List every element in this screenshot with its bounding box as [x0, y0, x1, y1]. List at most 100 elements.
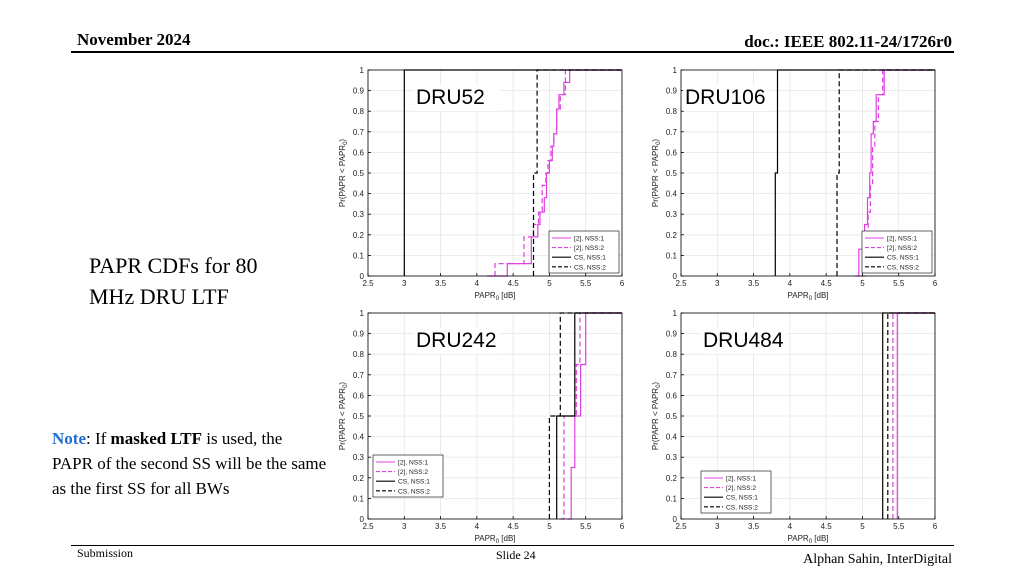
x-tick-label: 3.5	[435, 522, 447, 531]
chart-dru484: 2.5 3 3.5 4 4.5 5 5.5 6 0 0.1 0.2 0.3 0.4 0.5 0.6 0.7 0.…	[651, 309, 938, 545]
x-tick-label: 2.5	[362, 522, 374, 531]
legend-label-cs-nss-2: CS, NSS:2	[887, 264, 919, 271]
series-line-cs-nss-2	[887, 312, 935, 519]
header-doc-id: doc.: IEEE 802.11-24/1726r0	[744, 32, 952, 51]
chart-title: DRU52	[416, 86, 485, 109]
series-line-cs-nss-2	[548, 312, 622, 519]
x-tick-label: 3	[402, 279, 407, 288]
header-divider	[71, 51, 954, 53]
footer-author: Alphan Sahin, InterDigital	[803, 552, 952, 567]
chart-title: DRU106	[685, 86, 766, 109]
chart-title: DRU242	[416, 329, 497, 352]
legend: [2], NSS:1 [2], NSS:2 CS, NSS:1 CS, NSS:2	[548, 230, 620, 274]
y-tick-label: 0.6	[353, 391, 365, 400]
x-tick-label: 4.5	[821, 522, 833, 531]
chart-dru52: 2.5 3 3.5 4 4.5 5 5.5 6 0 0.1 0.2 0.3 0.4 0.5 0.6 0.7 0.…	[338, 66, 625, 302]
note-text: Note: If masked LTF is used, the PAPR of…	[52, 426, 327, 501]
footer-submission: Submission	[77, 546, 134, 560]
legend-label-cs-nss-2: CS, NSS:2	[726, 504, 758, 511]
y-tick-label: 0.5	[666, 412, 678, 421]
header-date: November 2024	[77, 30, 191, 49]
footer-slide-number: Slide 24	[496, 548, 536, 562]
x-tick-label: 3	[402, 522, 407, 531]
legend-label-cs-nss-1: CS, NSS:1	[726, 495, 758, 502]
x-tick-label: 4	[788, 522, 793, 531]
x-tick-label: 5	[860, 522, 865, 531]
y-tick-label: 0	[673, 272, 678, 281]
legend-label-2-nss-2: [2], NSS:2	[887, 245, 917, 252]
x-tick-label: 4	[475, 279, 480, 288]
y-tick-label: 0	[360, 272, 365, 281]
x-tick-label: 2.5	[362, 279, 374, 288]
x-tick-label: 3.5	[748, 279, 760, 288]
legend-label-cs-nss-1: CS, NSS:1	[574, 255, 606, 262]
series-line-cs-nss-2	[532, 69, 622, 276]
y-tick-label: 0	[673, 515, 678, 524]
title-backdrop	[701, 328, 787, 354]
y-axis-label: Pr(PAPR < PAPR0)	[338, 139, 349, 208]
y-tick-label: 0.7	[353, 128, 365, 137]
x-tick-label: 4.5	[821, 279, 833, 288]
legend-label-2-nss-1: [2], NSS:1	[726, 476, 756, 483]
y-tick-label: 0.3	[666, 210, 678, 219]
legend-label-cs-nss-1: CS, NSS:1	[887, 255, 919, 262]
y-tick-label: 1	[673, 309, 678, 318]
x-tick-label: 5	[860, 279, 865, 288]
x-tick-label: 3.5	[748, 522, 760, 531]
legend-label-2-nss-1: [2], NSS:1	[574, 236, 604, 243]
y-tick-label: 0.5	[666, 169, 678, 178]
y-tick-label: 0.4	[666, 190, 678, 199]
y-tick-label: 0	[360, 515, 365, 524]
x-tick-label: 4.5	[508, 279, 520, 288]
y-tick-label: 0.7	[666, 128, 678, 137]
chart-dru242: 2.5 3 3.5 4 4.5 5 5.5 6 0 0.1 0.2 0.3 0.4 0.5 0.6 0.7 0.…	[338, 309, 625, 545]
x-axis-label: PAPR0 [dB]	[475, 291, 516, 302]
y-tick-label: 0.2	[666, 474, 678, 483]
y-tick-label: 0.2	[353, 474, 365, 483]
x-tick-label: 3.5	[435, 279, 447, 288]
legend-label-2-nss-2: [2], NSS:2	[726, 485, 756, 492]
series-line-2-nss-1	[491, 69, 622, 277]
note-part1: : If	[85, 429, 111, 448]
x-tick-label: 3	[715, 522, 720, 531]
title-backdrop	[683, 85, 769, 111]
y-tick-label: 0.3	[353, 210, 365, 219]
legend-label-cs-nss-2: CS, NSS:2	[574, 264, 606, 271]
x-tick-label: 4.5	[508, 522, 520, 531]
y-tick-label: 0.8	[353, 350, 365, 359]
title-backdrop	[414, 85, 500, 111]
y-tick-label: 1	[673, 66, 678, 75]
x-tick-label: 2.5	[675, 522, 687, 531]
x-tick-label: 5	[547, 279, 552, 288]
x-tick-label: 2.5	[675, 279, 687, 288]
legend-label-cs-nss-2: CS, NSS:2	[398, 488, 430, 495]
x-tick-label: 5.5	[893, 522, 905, 531]
y-tick-label: 0.9	[666, 330, 678, 339]
y-tick-label: 0.8	[353, 107, 365, 116]
legend: [2], NSS:1 [2], NSS:2 CS, NSS:1 CS, NSS:2	[372, 454, 444, 498]
x-tick-label: 4	[475, 522, 480, 531]
legend-label-cs-nss-1: CS, NSS:1	[398, 479, 430, 486]
x-tick-label: 5.5	[580, 522, 592, 531]
legend: [2], NSS:1 [2], NSS:2 CS, NSS:1 CS, NSS:2	[861, 230, 933, 274]
y-tick-label: 0.2	[666, 231, 678, 240]
slide-side-title: PAPR CDFs for 80 MHz DRU LTF	[89, 253, 258, 309]
legend-label-2-nss-1: [2], NSS:1	[398, 460, 428, 467]
y-tick-label: 0.4	[666, 433, 678, 442]
series-line-2-nss-2	[487, 69, 622, 277]
legend: [2], NSS:1 [2], NSS:2 CS, NSS:1 CS, NSS:2	[700, 470, 772, 514]
y-tick-label: 0.8	[666, 107, 678, 116]
x-axis-label: PAPR0 [dB]	[788, 291, 829, 302]
x-tick-label: 6	[620, 279, 625, 288]
y-tick-label: 0.1	[353, 494, 365, 503]
x-tick-label: 5.5	[893, 279, 905, 288]
x-axis-label: PAPR0 [dB]	[475, 534, 516, 545]
y-tick-label: 0.1	[666, 494, 678, 503]
y-axis-label: Pr(PAPR < PAPR0)	[338, 382, 349, 451]
x-tick-label: 5	[547, 522, 552, 531]
y-tick-label: 0.6	[666, 391, 678, 400]
title-backdrop	[414, 328, 500, 354]
y-tick-label: 0.3	[666, 453, 678, 462]
y-tick-label: 0.9	[353, 87, 365, 96]
x-tick-label: 3	[715, 279, 720, 288]
